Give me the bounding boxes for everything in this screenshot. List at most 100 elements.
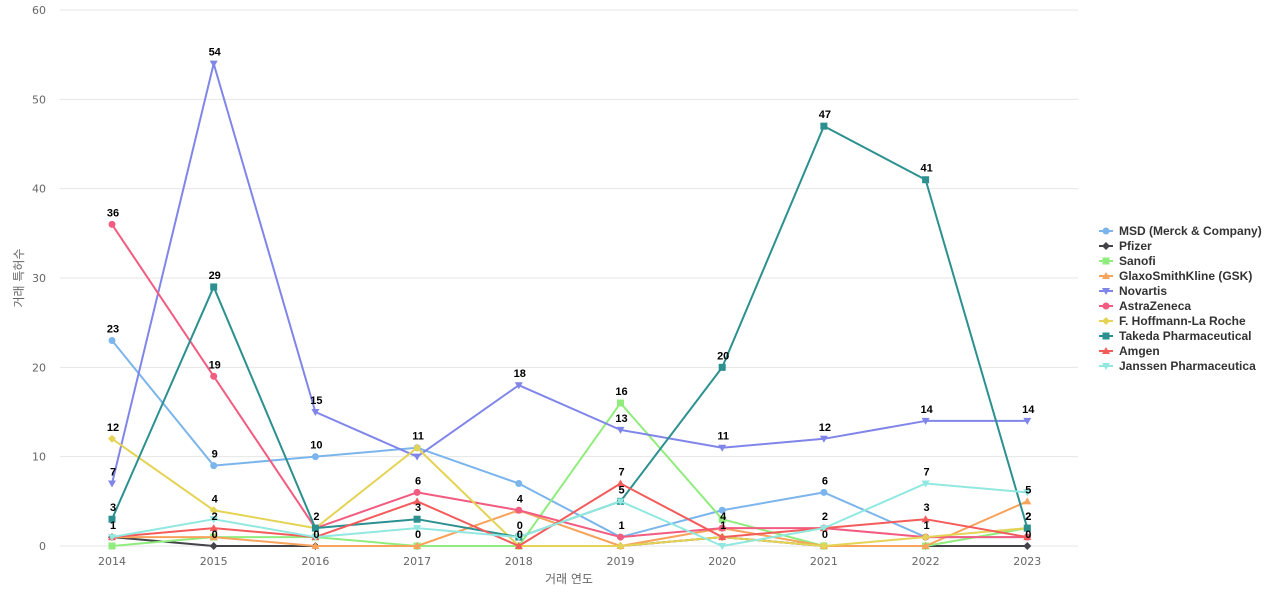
series-line <box>111 500 1029 547</box>
data-label: 4 <box>517 493 524 505</box>
data-point <box>413 515 421 523</box>
legend-item[interactable]: MSD (Merck & Company) <box>1099 224 1262 238</box>
data-point <box>921 542 930 549</box>
data-point <box>311 409 320 416</box>
data-label: 0 <box>212 529 218 541</box>
data-point <box>921 533 930 542</box>
x-axis: 2014 2015 2016 2017 2018 2019 2020 2021 2022 2023 <box>98 555 1041 568</box>
legend-marker <box>1102 302 1110 310</box>
series-8 <box>108 479 1032 549</box>
data-label: 7 <box>924 466 930 478</box>
y-tick-label: 10 <box>32 451 46 464</box>
legend-item[interactable]: AstraZeneca <box>1099 299 1191 313</box>
data-point <box>413 443 422 452</box>
data-point <box>1023 489 1032 497</box>
data-point <box>718 515 726 523</box>
series-line <box>111 62 1029 485</box>
data-point <box>514 542 523 549</box>
legend-marker <box>1102 227 1110 235</box>
data-point <box>210 372 218 380</box>
data-point <box>921 480 930 488</box>
data-label: 20 <box>717 350 729 362</box>
data-point <box>819 542 828 550</box>
y-tick-label: 60 <box>32 4 46 17</box>
legend-label: Janssen Pharmaceutica <box>1119 359 1256 373</box>
data-point <box>718 506 726 514</box>
legend-item[interactable]: F. Hoffmann-La Roche <box>1099 314 1246 328</box>
legend-marker <box>1102 347 1110 354</box>
legend-marker <box>1102 257 1110 265</box>
data-point <box>311 453 319 461</box>
data-label: 3 <box>924 502 930 514</box>
data-point <box>514 382 523 390</box>
data-label: 4 <box>212 493 219 505</box>
legend-label: GlaxoSmithKline (GSK) <box>1119 269 1252 283</box>
legend-item[interactable]: GlaxoSmithKline (GSK) <box>1099 269 1252 283</box>
x-tick-label: 2021 <box>810 555 838 568</box>
x-tick-label: 2022 <box>912 555 940 568</box>
legend-label: Novartis <box>1119 284 1167 298</box>
data-label: 0 <box>313 529 319 541</box>
data-label: 14 <box>1022 404 1035 416</box>
data-label: 13 <box>615 413 627 425</box>
legend[interactable]: MSD (Merck & Company)PfizerSanofiGlaxoSm… <box>1099 224 1262 373</box>
series-6 <box>108 434 1032 550</box>
data-point <box>209 524 218 532</box>
data-point <box>819 435 828 443</box>
series-line <box>111 223 1029 539</box>
legend-label: Pfizer <box>1119 239 1152 253</box>
legend-label: Takeda Pharmaceutical <box>1119 329 1252 343</box>
data-point <box>413 542 422 549</box>
data-point <box>617 399 624 407</box>
legend-marker <box>1102 317 1110 325</box>
legend-marker <box>1102 363 1110 370</box>
data-label: 2 <box>313 511 319 523</box>
data-point <box>311 524 319 532</box>
data-label: 0 <box>517 529 523 541</box>
data-label: 12 <box>107 422 119 434</box>
data-point <box>413 488 421 496</box>
data-label: 12 <box>819 422 831 434</box>
legend-item[interactable]: Takeda Pharmaceutical <box>1099 329 1252 343</box>
series-line <box>111 482 1029 547</box>
data-label: 23 <box>107 324 119 336</box>
legend-item[interactable]: Pfizer <box>1099 239 1152 253</box>
series-group <box>108 60 1032 550</box>
data-label: 14 <box>920 404 933 416</box>
x-tick-label: 2023 <box>1013 555 1041 568</box>
data-point <box>820 488 828 496</box>
data-label: 7 <box>110 466 116 478</box>
data-point <box>922 176 930 184</box>
data-point <box>209 516 218 524</box>
data-label: 7 <box>618 466 624 478</box>
legend-item[interactable]: Amgen <box>1099 344 1160 358</box>
legend-item[interactable]: Sanofi <box>1099 254 1156 268</box>
legend-item[interactable]: Novartis <box>1099 284 1167 298</box>
data-point <box>718 533 727 541</box>
data-point <box>616 542 625 550</box>
data-label: 10 <box>310 440 322 452</box>
data-point <box>1023 497 1032 505</box>
x-tick-label: 2019 <box>607 555 635 568</box>
data-point <box>616 479 625 487</box>
legend-marker <box>1102 288 1110 295</box>
data-label: 1 <box>110 520 116 532</box>
data-point <box>616 498 625 506</box>
data-point <box>108 337 116 345</box>
x-tick-label: 2020 <box>708 555 736 568</box>
data-point <box>413 453 422 461</box>
data-point <box>413 525 422 533</box>
grid-lines <box>60 9 1078 547</box>
legend-item[interactable]: Janssen Pharmaceutica <box>1099 359 1256 373</box>
data-label: 2 <box>1025 511 1031 523</box>
data-label: 0 <box>415 529 421 541</box>
data-label: 0 <box>517 520 523 532</box>
data-label: 1 <box>618 520 624 532</box>
data-point <box>1023 417 1032 425</box>
data-label: 2 <box>822 511 828 523</box>
data-label: 4 <box>720 511 727 523</box>
y-tick-label: 40 <box>32 183 46 196</box>
data-point <box>1023 533 1032 541</box>
series-9 <box>108 480 1032 550</box>
series-line <box>111 437 1029 547</box>
